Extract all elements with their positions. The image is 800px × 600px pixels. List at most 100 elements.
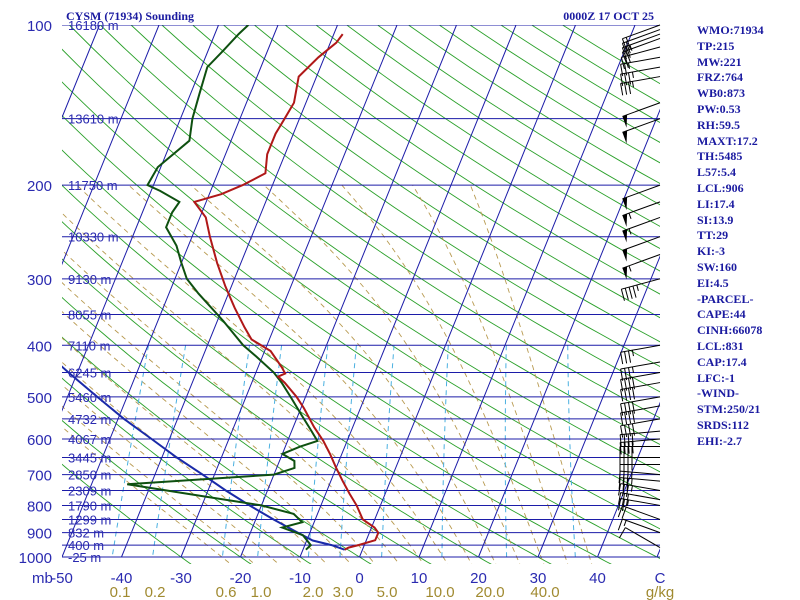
wind-barb-staff [620, 66, 661, 75]
pressure-tick-label: 700 [27, 468, 52, 485]
height-tick-label: 2850 m [68, 468, 111, 483]
wind-barb-half [631, 366, 634, 373]
wind-barb-full [631, 387, 636, 400]
wind-barb-full [624, 63, 628, 76]
stat-line: MAXT:17.2 [697, 133, 758, 148]
wind-barb [619, 430, 661, 447]
stat-line: LFC:-1 [697, 370, 735, 385]
stat-line: EI:4.5 [697, 275, 729, 290]
stat-line: -WIND- [697, 386, 739, 401]
wind-barb-full [621, 499, 626, 512]
wind-barb-full [619, 442, 622, 455]
height-tick-label: 9130 m [68, 272, 111, 287]
dry-adiabat-line [62, 258, 492, 564]
dry-adiabat-line [223, 25, 660, 319]
isotherm-line [537, 255, 660, 558]
stat-line: SRDS:112 [697, 417, 750, 432]
wind-barb-staff [620, 430, 661, 436]
wind-barb-full [627, 402, 632, 415]
wind-barb-full [620, 425, 624, 438]
wind-barb [620, 76, 661, 96]
wind-barb-half [631, 71, 634, 78]
stat-line: KI:-3 [697, 244, 725, 259]
wind-barb-half [630, 485, 633, 492]
wind-barb [617, 505, 661, 520]
wind-barb-staff [622, 254, 661, 269]
wind-barb-full [618, 477, 621, 490]
wind-barb-full [620, 403, 624, 416]
wind-barb-full [624, 288, 629, 300]
height-tick-label: 6245 m [68, 366, 111, 381]
stat-line: SW:160 [697, 259, 738, 274]
wind-barb [619, 456, 660, 470]
wind-barb [621, 24, 661, 51]
wind-barb-full [620, 83, 624, 96]
wind-barb-half [627, 62, 631, 69]
wind-barb-full [627, 82, 632, 95]
stats-panel: WMO:71934 TP:215 MW:221 FRZ:764 WB0:873 PW:0.… [697, 23, 800, 450]
moist-adiabat-line [190, 184, 497, 564]
wind-barb-half [631, 472, 633, 479]
wind-barb-full [623, 434, 626, 447]
wind-barb-full [620, 352, 624, 365]
wind-barb-staff [622, 518, 661, 534]
wind-barb-full [620, 289, 625, 301]
mixing-ratio-label: 5.0 [377, 584, 398, 600]
height-tick-label: 3445 m [68, 450, 111, 465]
wind-barb [620, 372, 661, 392]
wind-barb-staff [621, 278, 661, 290]
wind-barb-full [627, 377, 632, 390]
stat-line: LCL:906 [697, 180, 744, 195]
pressure-tick-label: 200 [27, 178, 52, 195]
wind-barb-staff [620, 361, 661, 370]
wind-barb-full [620, 57, 625, 70]
wind-barb-half [628, 228, 632, 235]
dry-adiabat-line [62, 221, 552, 564]
pressure-tick-label: 900 [27, 526, 52, 543]
dry-adiabat-line [62, 149, 660, 560]
wind-barb [617, 518, 661, 534]
wind-barb-full [627, 367, 632, 380]
dry-adiabat-line [62, 48, 660, 473]
background-grid [62, 25, 660, 564]
wind-barb-full [620, 64, 624, 77]
mixing-ratio-label: 40.0 [530, 584, 559, 600]
isotherm-line [62, 25, 100, 119]
wind-barb [622, 216, 661, 243]
dry-adiabat-line [192, 25, 660, 343]
wind-barb [622, 118, 661, 144]
wind-barb-half [628, 265, 632, 272]
wind-barb-full [631, 441, 634, 454]
wind-barb-full [627, 441, 630, 454]
wind-barb-half [631, 81, 634, 88]
height-tick-label: 10330 m [68, 230, 119, 245]
wind-barb-staff [622, 216, 661, 232]
wind-barb-full [624, 403, 628, 416]
wind-barb-full [621, 484, 626, 497]
wind-barb [620, 361, 661, 381]
moist-adiabat-line [62, 337, 328, 564]
dry-adiabat-line [130, 25, 660, 393]
parcel-trace [62, 365, 345, 551]
wind-barb-full [618, 498, 622, 511]
height-tick-label: 2309 m [68, 484, 111, 499]
wind-barb [620, 344, 661, 365]
moist-adiabat-line [62, 282, 376, 564]
wind-barb-flag [622, 213, 628, 227]
wind-barb-full [620, 368, 624, 381]
wind-barb-half [631, 478, 633, 485]
wind-barb [622, 236, 661, 262]
wind-barb [618, 527, 661, 549]
dry-adiabat-line [254, 25, 660, 295]
temperature-axis-unit: C [655, 570, 666, 587]
stat-line: RH:59.5 [697, 117, 740, 132]
wind-barb-full [621, 51, 627, 64]
dry-adiabat-line [62, 377, 312, 564]
wind-barb-full [631, 377, 636, 390]
wind-barb [620, 418, 661, 438]
dry-adiabat-line [99, 25, 660, 419]
sounding-time: 0000Z 17 OCT 25 [563, 9, 654, 23]
wind-barb-full [627, 411, 632, 424]
wind-barb-half [623, 520, 627, 527]
